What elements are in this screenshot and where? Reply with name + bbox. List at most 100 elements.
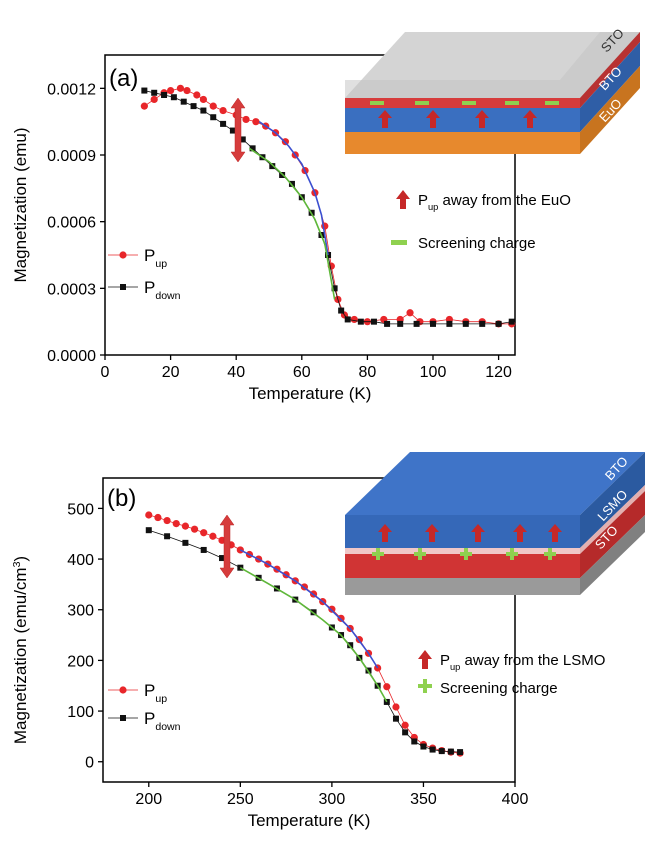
annotation-part: away from the LSMO xyxy=(460,652,605,669)
panel-label: (a) xyxy=(109,65,138,92)
up-arrow xyxy=(475,110,489,128)
point xyxy=(384,320,391,327)
point xyxy=(170,94,177,101)
point xyxy=(397,320,404,327)
point xyxy=(479,320,486,327)
inset-top xyxy=(345,452,645,515)
up-arrow xyxy=(378,524,392,542)
point xyxy=(269,163,276,170)
layer-red xyxy=(345,554,580,578)
annotation: Pup away from the LSMO xyxy=(440,652,605,672)
legend-label-part: P xyxy=(144,278,155,297)
point xyxy=(357,318,364,325)
point xyxy=(328,605,336,613)
point xyxy=(172,520,180,528)
point xyxy=(210,114,217,121)
point xyxy=(462,320,469,327)
point xyxy=(508,318,515,325)
inset-b xyxy=(345,452,645,595)
point xyxy=(495,320,502,327)
legend-marker xyxy=(119,251,127,259)
point xyxy=(252,118,260,126)
x-tick-label: 40 xyxy=(227,364,245,381)
switch-arrow xyxy=(219,514,235,579)
layer-orange xyxy=(345,132,580,154)
y-tick-label: 0.0009 xyxy=(47,148,96,165)
point xyxy=(229,127,236,134)
screen-cross xyxy=(506,548,518,560)
screen-cross xyxy=(414,548,426,560)
point xyxy=(457,749,464,756)
point xyxy=(154,513,162,522)
point xyxy=(176,84,185,92)
point xyxy=(337,614,345,622)
point xyxy=(402,729,409,736)
point xyxy=(150,95,158,104)
legend-label: Pdown xyxy=(144,709,181,733)
x-tick-label: 20 xyxy=(162,364,180,381)
side-red xyxy=(580,32,640,108)
point xyxy=(392,715,399,722)
legend-label-part: P xyxy=(144,709,155,728)
plot-frame xyxy=(104,54,516,356)
point xyxy=(383,698,390,705)
annot-arrow xyxy=(418,650,432,669)
legend-marker xyxy=(119,686,127,694)
point xyxy=(145,527,152,534)
screen-dash xyxy=(370,101,384,105)
up-arrow xyxy=(548,524,562,542)
point xyxy=(438,748,445,755)
y-axis-title: Magnetization (emu/cm3) xyxy=(11,556,30,744)
point xyxy=(180,98,187,105)
annotation-part: up xyxy=(450,662,460,672)
fit-line xyxy=(248,147,336,300)
screen-dash xyxy=(545,101,559,105)
x-tick-label: 200 xyxy=(135,791,162,808)
screen-cross xyxy=(544,548,556,560)
point xyxy=(420,743,427,750)
up-arrow xyxy=(523,110,537,128)
point xyxy=(182,539,189,546)
y-tick-label: 0 xyxy=(85,755,94,772)
side-red xyxy=(580,491,645,578)
point xyxy=(406,309,414,317)
point xyxy=(446,320,453,327)
point xyxy=(331,285,338,292)
point xyxy=(151,89,158,96)
annotation-part: Screening charge xyxy=(418,235,536,252)
point xyxy=(163,516,171,525)
side-blue xyxy=(580,452,645,548)
point xyxy=(288,180,295,187)
x-tick-label: 100 xyxy=(420,364,447,381)
annot-dash xyxy=(391,240,407,245)
annotation: Screening charge xyxy=(440,680,558,697)
layer-pink xyxy=(345,548,580,554)
x-axis-title: Temperature (K) xyxy=(249,384,372,403)
point xyxy=(164,533,171,540)
point xyxy=(190,103,197,110)
y-axis-title-part: 3 xyxy=(11,561,23,567)
legend-label-part: down xyxy=(155,290,180,302)
fit-line xyxy=(258,121,329,256)
x-tick-label: 60 xyxy=(293,364,311,381)
up-arrow xyxy=(378,110,392,128)
point xyxy=(200,107,207,114)
y-tick-label: 400 xyxy=(67,552,94,569)
up-arrow xyxy=(426,110,440,128)
y-axis-title: Magnetization (emu) xyxy=(11,128,30,283)
screen-cross xyxy=(372,548,384,560)
point xyxy=(350,315,358,324)
annot-arrow xyxy=(396,190,410,209)
point xyxy=(161,92,168,98)
point xyxy=(200,546,207,553)
switch-arrow xyxy=(230,97,246,163)
inset-a xyxy=(345,32,640,154)
legend-label-part: up xyxy=(155,258,167,270)
y-axis-title-part: ) xyxy=(11,556,30,562)
panel-label: (b) xyxy=(107,485,136,512)
screen-dash xyxy=(505,101,519,105)
legend-marker xyxy=(120,284,126,290)
legend-marker xyxy=(120,715,126,721)
point xyxy=(220,120,227,127)
